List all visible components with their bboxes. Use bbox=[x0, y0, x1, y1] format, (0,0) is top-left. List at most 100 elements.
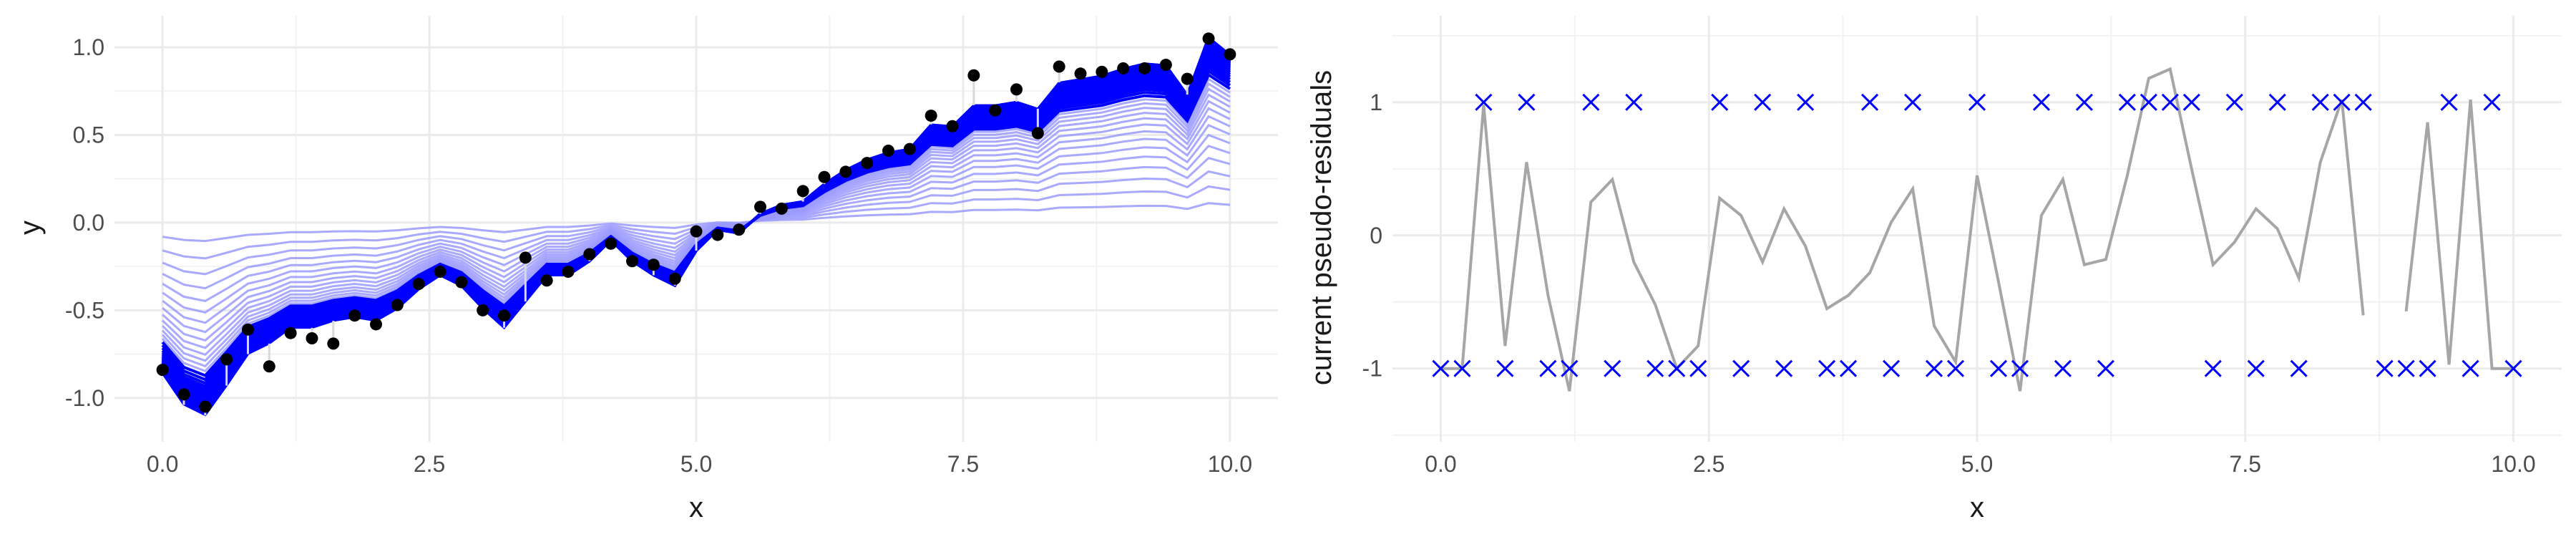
left-gridlines bbox=[114, 16, 1278, 442]
observation-point bbox=[263, 360, 275, 373]
observation-point bbox=[562, 265, 575, 278]
pseudo-residual-marker bbox=[1518, 93, 1536, 111]
observation-point bbox=[1031, 127, 1044, 140]
observation-point bbox=[861, 157, 874, 170]
observation-point bbox=[754, 200, 767, 213]
observation-point bbox=[989, 104, 1002, 117]
observation-point bbox=[391, 299, 404, 311]
pseudo-residual-marker bbox=[1946, 359, 1965, 377]
pseudo-residual-marker bbox=[1925, 359, 1943, 377]
left-x-tick-label: 7.5 bbox=[947, 451, 979, 477]
left-x-axis-title: x bbox=[689, 492, 703, 523]
observation-point bbox=[818, 170, 831, 183]
observation-point bbox=[668, 272, 681, 285]
observation-point bbox=[839, 165, 852, 178]
right-x-tick-labels: 0.0 2.5 5.0 7.5 10.0 bbox=[1425, 451, 2535, 477]
observation-point bbox=[455, 276, 468, 289]
right-current-fit-line bbox=[1440, 67, 2514, 392]
right-x-tick-label: 10.0 bbox=[2491, 451, 2535, 477]
pseudo-residual-marker bbox=[1732, 359, 1750, 377]
left-x-tick-labels: 0.0 2.5 5.0 7.5 10.0 bbox=[147, 451, 1252, 477]
observation-point bbox=[796, 185, 809, 198]
pseudo-residual-marker bbox=[1968, 93, 1986, 111]
current-fit-residual-line bbox=[1440, 67, 2514, 392]
observation-point bbox=[1096, 65, 1108, 78]
right-x-tick-label: 0.0 bbox=[1425, 451, 1456, 477]
pseudo-residual-marker bbox=[2419, 359, 2436, 377]
observation-point bbox=[625, 255, 638, 268]
right-y-tick-label: -1 bbox=[1362, 356, 1382, 382]
right-x-tick-label: 5.0 bbox=[1961, 451, 1993, 477]
pseudo-residual-marker bbox=[2397, 359, 2415, 377]
right-y-tick-label: 1 bbox=[1370, 90, 1382, 115]
observation-point bbox=[199, 400, 212, 413]
right-chart-panel: 0.0 2.5 5.0 7.5 10.0 -1 0 1 x current pseudo-r… bbox=[1306, 16, 2562, 523]
observation-point bbox=[519, 251, 532, 264]
left-chart-panel: 0.0 2.5 5.0 7.5 10.0 -1.0 -0.5 0.0 0.5 1.0 x y bbox=[14, 16, 1278, 523]
pseudo-residual-marker bbox=[1625, 93, 1643, 111]
left-y-tick-label: 0.0 bbox=[73, 210, 104, 236]
observation-point bbox=[775, 202, 788, 215]
pseudo-residual-marker bbox=[2161, 93, 2179, 111]
right-x-tick-label: 2.5 bbox=[1693, 451, 1724, 477]
pseudo-residual-marker bbox=[1989, 359, 2008, 377]
observation-point bbox=[647, 258, 660, 271]
pseudo-residual-marker bbox=[1668, 359, 1686, 377]
pseudo-residual-marker bbox=[2011, 359, 2029, 377]
pseudo-residual-marker bbox=[2268, 93, 2286, 111]
observation-point bbox=[1074, 67, 1087, 80]
pseudo-residual-marker bbox=[2311, 93, 2329, 111]
pseudo-residual-marker bbox=[2054, 359, 2072, 377]
pseudo-residual-marker bbox=[2504, 359, 2522, 377]
observation-point bbox=[284, 326, 297, 339]
pseudo-residual-marker bbox=[2440, 93, 2458, 111]
left-observed-points bbox=[156, 32, 1236, 413]
observation-point bbox=[1138, 62, 1151, 74]
right-y-tick-label: 0 bbox=[1370, 223, 1382, 248]
fit-iteration-line bbox=[162, 202, 1231, 243]
left-y-tick-label: -0.5 bbox=[65, 297, 104, 323]
observation-point bbox=[156, 364, 169, 377]
pseudo-residual-marker bbox=[1475, 93, 1493, 111]
pseudo-residual-marker bbox=[2333, 93, 2351, 111]
observation-point bbox=[583, 248, 596, 261]
observation-point bbox=[1159, 59, 1172, 72]
observation-point bbox=[967, 69, 980, 82]
observation-point bbox=[733, 223, 746, 236]
pseudo-residual-marker bbox=[1711, 93, 1729, 111]
observation-point bbox=[177, 388, 190, 401]
observation-point bbox=[690, 225, 703, 238]
pseudo-residual-marker bbox=[1604, 359, 1621, 377]
pseudo-residual-marker bbox=[2290, 359, 2308, 377]
observation-point bbox=[882, 145, 895, 158]
observation-point bbox=[946, 120, 959, 132]
left-x-tick-label: 5.0 bbox=[680, 451, 712, 477]
left-x-tick-label: 10.0 bbox=[1208, 451, 1252, 477]
pseudo-residual-marker bbox=[2032, 93, 2051, 111]
observation-point bbox=[348, 309, 361, 322]
pseudo-residual-marker bbox=[2376, 359, 2394, 377]
pseudo-residual-marker bbox=[1861, 93, 1879, 111]
pseudo-residual-marker bbox=[2204, 359, 2222, 377]
observation-point bbox=[1053, 60, 1065, 73]
pseudo-residual-marker bbox=[1775, 359, 1793, 377]
observation-point bbox=[434, 265, 447, 278]
observation-point bbox=[220, 353, 233, 366]
observation-point bbox=[924, 110, 937, 122]
observation-point bbox=[412, 278, 425, 291]
pseudo-residual-marker bbox=[1883, 359, 1901, 377]
pseudo-residual-marker bbox=[2075, 93, 2093, 111]
pseudo-residual-marker bbox=[1453, 359, 1471, 377]
pseudo-residual-marker bbox=[2140, 93, 2157, 111]
left-x-tick-label: 2.5 bbox=[414, 451, 445, 477]
observation-point bbox=[306, 332, 318, 345]
pseudo-residual-marker bbox=[2483, 93, 2501, 111]
pseudo-residual-marker bbox=[1840, 359, 1858, 377]
right-y-tick-labels: -1 0 1 bbox=[1362, 90, 1382, 382]
left-y-tick-label: 0.5 bbox=[73, 122, 104, 148]
pseudo-residual-marker bbox=[1903, 93, 1922, 111]
left-y-tick-label: 1.0 bbox=[73, 34, 104, 60]
observation-point bbox=[1010, 83, 1023, 96]
